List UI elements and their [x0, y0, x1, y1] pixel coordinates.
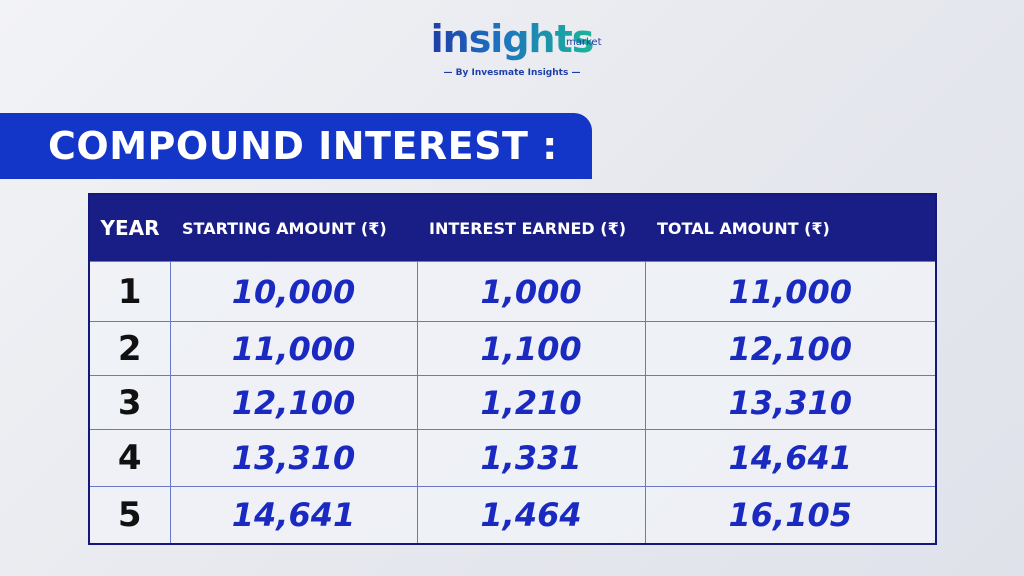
- tagline: — By Invesmate Insights —: [443, 68, 581, 78]
- year-cell: 1: [88, 261, 171, 322]
- amount-cell: 13,310: [644, 375, 937, 430]
- table-row: 4 13,310 1,331 14,641: [88, 429, 937, 487]
- year-cell: 4: [88, 429, 171, 487]
- amount-cell: 11,000: [644, 261, 937, 322]
- logo-sub: market: [566, 37, 602, 48]
- amount-cell: 10,000: [169, 261, 418, 322]
- year-cell: 3: [88, 375, 171, 430]
- amount-cell: 14,641: [644, 429, 937, 487]
- amount-cell: 1,464: [416, 486, 646, 545]
- amount-cell: 1,100: [416, 321, 646, 376]
- tagline-text: By Invesmate Insights: [455, 68, 569, 78]
- logo-text: insights: [430, 17, 595, 61]
- interest-table: YEAR STARTING AMOUNT (₹) INTEREST EARNED (…: [88, 193, 937, 545]
- column-header: STARTING AMOUNT (₹): [170, 194, 417, 262]
- title: COMPOUND INTEREST :: [48, 124, 558, 168]
- amount-cell: 16,105: [644, 486, 937, 545]
- amount-cell: 14,641: [169, 486, 418, 545]
- amount-cell: 1,000: [416, 261, 646, 322]
- amount-cell: 12,100: [169, 375, 418, 430]
- amount-cell: 1,331: [416, 429, 646, 487]
- year-cell: 5: [88, 486, 171, 545]
- logo: insights: [0, 18, 1024, 60]
- column-header: YEAR: [89, 194, 170, 262]
- header-row: YEAR STARTING AMOUNT (₹) INTEREST EARNED (…: [89, 194, 936, 262]
- table-row: 3 12,100 1,210 13,310: [88, 375, 937, 430]
- title-banner: COMPOUND INTEREST :: [0, 113, 592, 179]
- amount-cell: 1,210: [416, 375, 646, 430]
- table-row: 5 14,641 1,464 16,105: [88, 486, 937, 545]
- table-row: 2 11,000 1,100 12,100: [88, 321, 937, 376]
- column-header: INTEREST EARNED (₹): [417, 194, 645, 262]
- column-header: TOTAL AMOUNT (₹): [645, 194, 936, 262]
- amount-cell: 13,310: [169, 429, 418, 487]
- table-row: 1 10,000 1,000 11,000: [88, 261, 937, 322]
- year-cell: 2: [88, 321, 171, 376]
- amount-cell: 11,000: [169, 321, 418, 376]
- amount-cell: 12,100: [644, 321, 937, 376]
